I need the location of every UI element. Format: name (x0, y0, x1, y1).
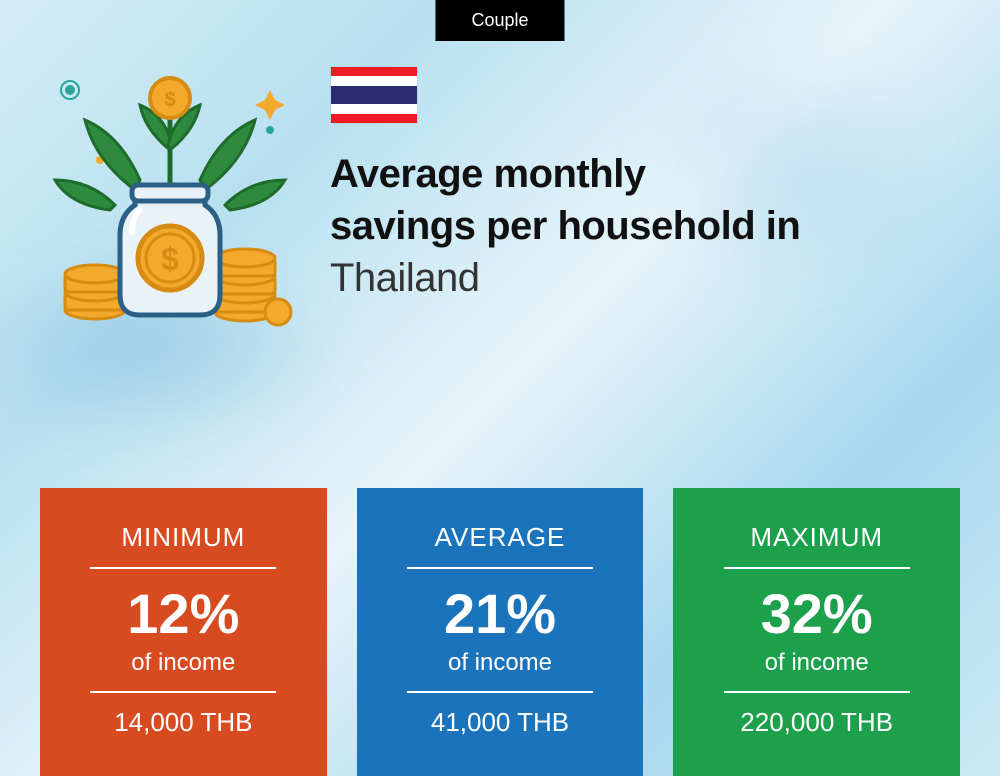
thailand-flag-icon (330, 66, 418, 124)
stat-card-minimum: MINIMUM 12% of income 14,000 THB (40, 488, 327, 776)
divider (407, 567, 593, 569)
card-amount: 220,000 THB (697, 707, 936, 738)
card-amount: 14,000 THB (64, 707, 303, 738)
divider (407, 691, 593, 693)
category-badge: Couple (435, 0, 564, 41)
title-line-2: savings per household in (330, 204, 800, 248)
card-sub: of income (64, 649, 303, 677)
card-amount: 41,000 THB (381, 707, 620, 738)
svg-text:$: $ (164, 89, 175, 111)
card-label: AVERAGE (381, 522, 620, 553)
card-percent: 21% (381, 583, 620, 645)
card-sub: of income (697, 649, 936, 677)
stat-card-average: AVERAGE 21% of income 41,000 THB (357, 488, 644, 776)
card-percent: 12% (64, 583, 303, 645)
stat-cards: MINIMUM 12% of income 14,000 THB AVERAGE… (40, 488, 960, 776)
page-title: Average monthly savings per household in… (330, 148, 800, 304)
svg-text:$: $ (161, 241, 179, 277)
title-block: Average monthly savings per household in… (330, 60, 800, 304)
divider (724, 567, 910, 569)
card-sub: of income (381, 649, 620, 677)
card-label: MINIMUM (64, 522, 303, 553)
divider (90, 567, 276, 569)
header: $ (40, 60, 960, 330)
divider (90, 691, 276, 693)
title-line-1: Average monthly (330, 152, 646, 196)
card-label: MAXIMUM (697, 522, 936, 553)
savings-jar-illustration: $ (40, 60, 300, 330)
stat-card-maximum: MAXIMUM 32% of income 220,000 THB (673, 488, 960, 776)
country-name: Thailand (330, 256, 479, 300)
divider (724, 691, 910, 693)
card-percent: 32% (697, 583, 936, 645)
